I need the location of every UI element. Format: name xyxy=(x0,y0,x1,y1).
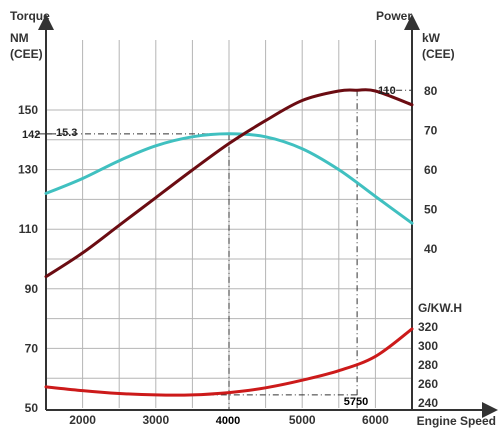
axes xyxy=(38,14,498,418)
consumption-curve xyxy=(44,327,414,397)
x-tick-label: 2000 xyxy=(69,413,96,427)
power-tick-label: 60 xyxy=(424,163,438,177)
power-tick-label: 40 xyxy=(424,242,438,256)
torque-tick-label: 70 xyxy=(25,341,39,355)
tick-labels: 2000 3000 5000 6000 50 70 90 110 130 150 40 50 60 70 8… xyxy=(18,84,438,427)
power-axis-title: Power xyxy=(376,9,412,23)
x-tick-label: 3000 xyxy=(142,413,169,427)
torque-peak-rpm-label: 4000 xyxy=(216,415,240,427)
consumption-tick-label: 240 xyxy=(418,396,438,410)
torque-axis-title: Torque xyxy=(10,9,50,23)
consumption-tick-label: 300 xyxy=(418,339,438,353)
consumption-unit-label: G/KW.H xyxy=(418,301,462,315)
torque-tick-label: 90 xyxy=(25,282,39,296)
torque-tick-label: 130 xyxy=(18,163,38,177)
torque-tick-label: 150 xyxy=(18,103,38,117)
power-curve xyxy=(44,88,414,279)
torque-peak-value-label: 142 xyxy=(22,129,40,141)
consumption-tick-label: 260 xyxy=(418,377,438,391)
torque-unit-label: NM xyxy=(10,31,29,45)
x-tick-label: 5000 xyxy=(289,413,316,427)
guide-lines xyxy=(36,89,412,410)
consumption-tick-label: 280 xyxy=(418,358,438,372)
torque-curve xyxy=(44,132,414,225)
consumption-tick-label: 320 xyxy=(418,320,438,334)
x-tick-label: 6000 xyxy=(362,413,389,427)
power-peak-rpm-label: 5750 xyxy=(344,396,368,408)
power-tick-label: 80 xyxy=(424,84,438,98)
torque-peak-label: 15.3 xyxy=(56,127,77,139)
power-tick-label: 50 xyxy=(424,203,438,217)
power-peak-label: 110 xyxy=(378,85,396,97)
x-axis-title: Engine Speed xyxy=(417,414,496,428)
torque-tick-label: 110 xyxy=(19,222,39,236)
series-layer xyxy=(44,88,414,397)
power-tick-label: 70 xyxy=(424,124,438,138)
power-unit-label: kW xyxy=(422,31,441,45)
power-unit-standard: (CEE) xyxy=(422,47,455,61)
torque-unit-standard: (CEE) xyxy=(10,47,43,61)
torque-tick-label: 50 xyxy=(25,401,39,415)
